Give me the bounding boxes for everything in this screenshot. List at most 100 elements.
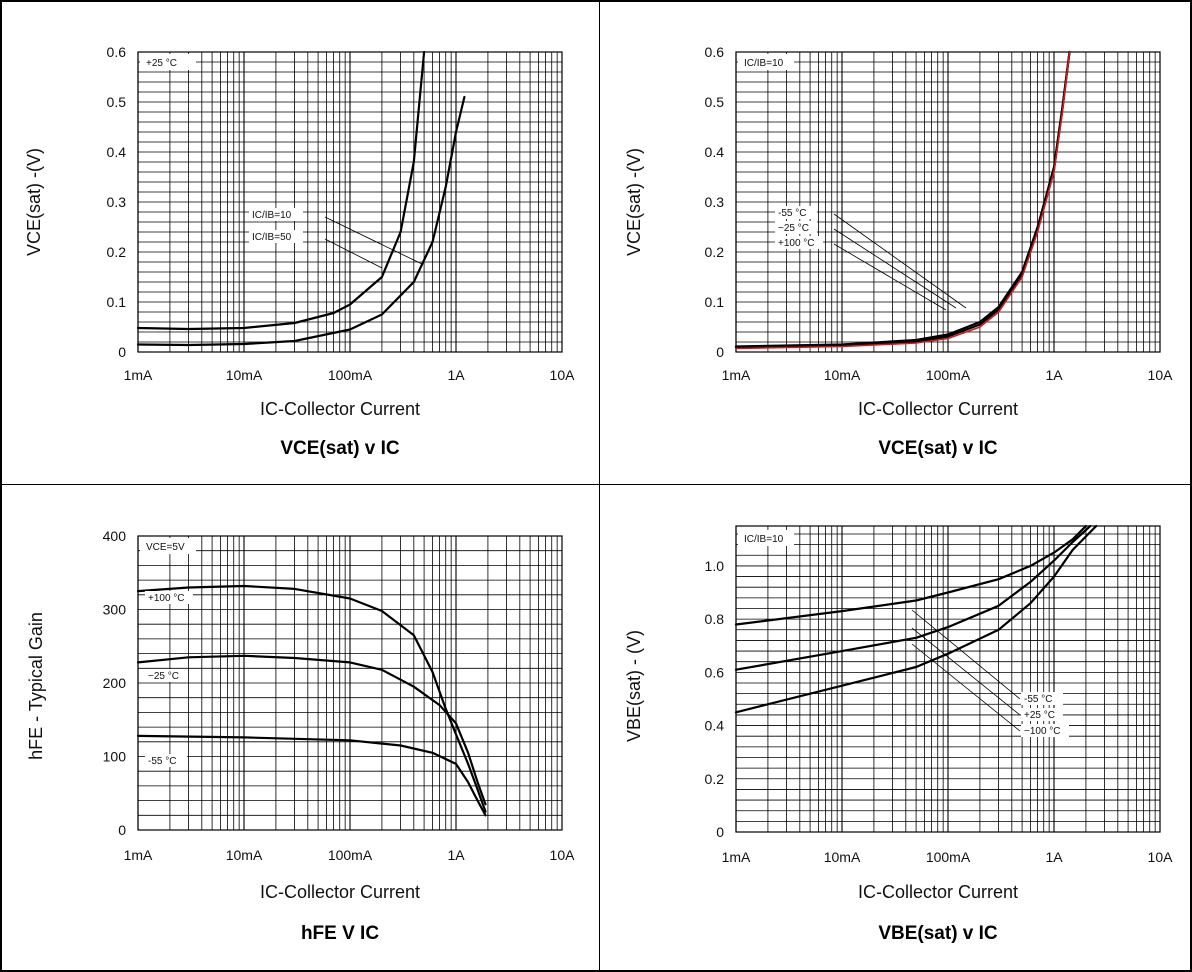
series-line-ic-ib-10 <box>136 95 466 347</box>
y-axis-title: hFE - Typical Gain <box>26 612 46 760</box>
chart-title: hFE V IC <box>301 923 379 944</box>
series-label-55-c: -55 °C <box>778 208 806 219</box>
x-tick-label: 1mA <box>124 367 153 383</box>
y-tick-label: 0.1 <box>705 294 725 310</box>
x-tick-label: 1mA <box>722 367 751 383</box>
series-label-100-c: +100 °C <box>778 238 815 249</box>
y-axis-title: VCE(sat) -(V) <box>24 148 44 256</box>
leader-line <box>833 243 947 311</box>
y-tick-label: 0 <box>716 344 724 360</box>
border-top <box>0 0 1192 2</box>
series-label-ic-ib-50: IC/IB=50 <box>252 232 292 243</box>
y-tick-label: 0.2 <box>705 771 725 787</box>
x-tick-label: 100mA <box>926 849 971 865</box>
x-tick-label: 1mA <box>124 847 153 863</box>
series-label-bg <box>1021 724 1069 737</box>
x-tick-label: 1A <box>447 847 465 863</box>
series-label-55-c: -55 °C <box>148 756 176 767</box>
leader-line <box>911 627 1021 716</box>
condition-label: IC/IB=10 <box>744 58 784 69</box>
leader-line <box>833 213 967 309</box>
y-tick-label: 0.4 <box>705 718 725 734</box>
x-tick-label: 100mA <box>926 367 971 383</box>
x-tick-label: 10mA <box>824 367 861 383</box>
x-axis-title: IC-Collector Current <box>858 399 1018 419</box>
x-tick-label: 10mA <box>226 367 263 383</box>
series-line-55-c <box>734 524 1087 626</box>
y-tick-label: 0.3 <box>107 194 127 210</box>
x-tick-label: 1A <box>1045 367 1063 383</box>
series-line-ic-ib-50 <box>136 50 426 331</box>
leader-line <box>833 228 957 309</box>
chart-vce-sat-temperature: 0 0.1 0.2 0.3 0.4 0.5 0.6 1mA 10mA 100mA 1A 10A VCE(… <box>600 2 1190 484</box>
x-tick-label: 1A <box>447 367 465 383</box>
chart-svg: 0 0.1 0.2 0.3 0.4 0.5 0.6 1mA 10mA 100mA 1A 10A VCE(… <box>624 44 1174 459</box>
y-tick-label: 0.6 <box>705 44 725 60</box>
y-tick-label: 300 <box>103 602 127 618</box>
y-tick-label: 0 <box>118 822 126 838</box>
grid-lines <box>137 51 562 353</box>
y-tick-label: 400 <box>103 528 127 544</box>
series-label-25-c: +25 °C <box>1024 710 1055 721</box>
x-axis-title: IC-Collector Current <box>260 399 420 419</box>
series-line-25-c <box>136 654 487 806</box>
y-axis-title: VBE(sat) - (V) <box>624 630 644 742</box>
x-axis-title: IC-Collector Current <box>260 882 420 902</box>
border-left <box>0 0 2 972</box>
x-tick-label: 100mA <box>328 367 373 383</box>
border-horizontal-middle <box>0 484 1192 485</box>
condition-label: VCE=5V <box>146 542 185 553</box>
x-tick-label: 10A <box>550 847 576 863</box>
series-label-bg <box>1021 692 1063 705</box>
x-tick-label: 1mA <box>722 849 751 865</box>
x-tick-label: 10mA <box>226 847 263 863</box>
x-tick-label: 1A <box>1045 849 1063 865</box>
series-label-100-c: +100 °C <box>148 593 185 604</box>
series-label-ic-ib-10: IC/IB=10 <box>252 210 292 221</box>
border-vertical-middle <box>599 0 600 972</box>
chart-svg: 0 0.1 0.2 0.3 0.4 0.5 0.6 1mA 10mA 100mA 1A 10A VCE(… <box>24 44 576 459</box>
leader-line <box>911 643 1021 732</box>
x-tick-label: 10A <box>550 367 576 383</box>
y-tick-label: 0 <box>118 344 126 360</box>
condition-label: IC/IB=10 <box>744 534 784 545</box>
y-tick-label: 0.5 <box>107 94 127 110</box>
series-label-bg <box>145 669 187 682</box>
y-axis-title: VCE(sat) -(V) <box>624 148 644 256</box>
series-label-bg <box>775 221 817 234</box>
series-label-bg <box>249 208 303 221</box>
y-tick-label: 0.5 <box>705 94 725 110</box>
y-tick-label: 100 <box>103 749 127 765</box>
y-tick-label: 0.4 <box>705 144 725 160</box>
x-axis-title: IC-Collector Current <box>858 882 1018 902</box>
chart-title: VBE(sat) v IC <box>878 923 998 944</box>
series-label-100-c: −100 °C <box>1024 726 1061 737</box>
series-label-bg <box>1021 708 1063 721</box>
x-tick-label: 10A <box>1148 367 1174 383</box>
x-tick-label: 10mA <box>824 849 861 865</box>
condition-label: +25 °C <box>146 58 177 69</box>
leader-line <box>324 216 423 265</box>
series-label-bg <box>775 236 823 249</box>
border-right <box>1190 0 1192 972</box>
y-tick-label: 0 <box>716 824 724 840</box>
y-tick-label: 0.6 <box>705 664 725 680</box>
series-line-100-c <box>136 584 487 813</box>
y-tick-label: 0.3 <box>705 194 725 210</box>
grid-lines <box>735 51 1160 353</box>
series-label-bg <box>249 230 303 243</box>
series-label-bg <box>775 206 817 219</box>
y-tick-label: 0.2 <box>705 244 725 260</box>
y-tick-label: 200 <box>103 675 127 691</box>
chart-hfe-gain: 0 100 200 300 400 1mA 10mA 100mA 1A 10A hFE - Typi… <box>2 486 599 970</box>
chart-vbe-sat: 0 0.2 0.4 0.6 0.8 1.0 1mA 10mA 100mA 1A 10A VBE(sat… <box>600 486 1190 970</box>
series-line-55-c <box>136 734 487 817</box>
leader-line <box>324 238 383 269</box>
y-tick-label: 0.1 <box>107 294 127 310</box>
condition-label-bg <box>738 530 794 546</box>
y-tick-label: 0.4 <box>107 144 127 160</box>
chart-svg: 0 100 200 300 400 1mA 10mA 100mA 1A 10A hFE - Typi… <box>26 528 576 944</box>
border-bottom <box>0 970 1192 972</box>
y-tick-label: 0.2 <box>107 244 127 260</box>
